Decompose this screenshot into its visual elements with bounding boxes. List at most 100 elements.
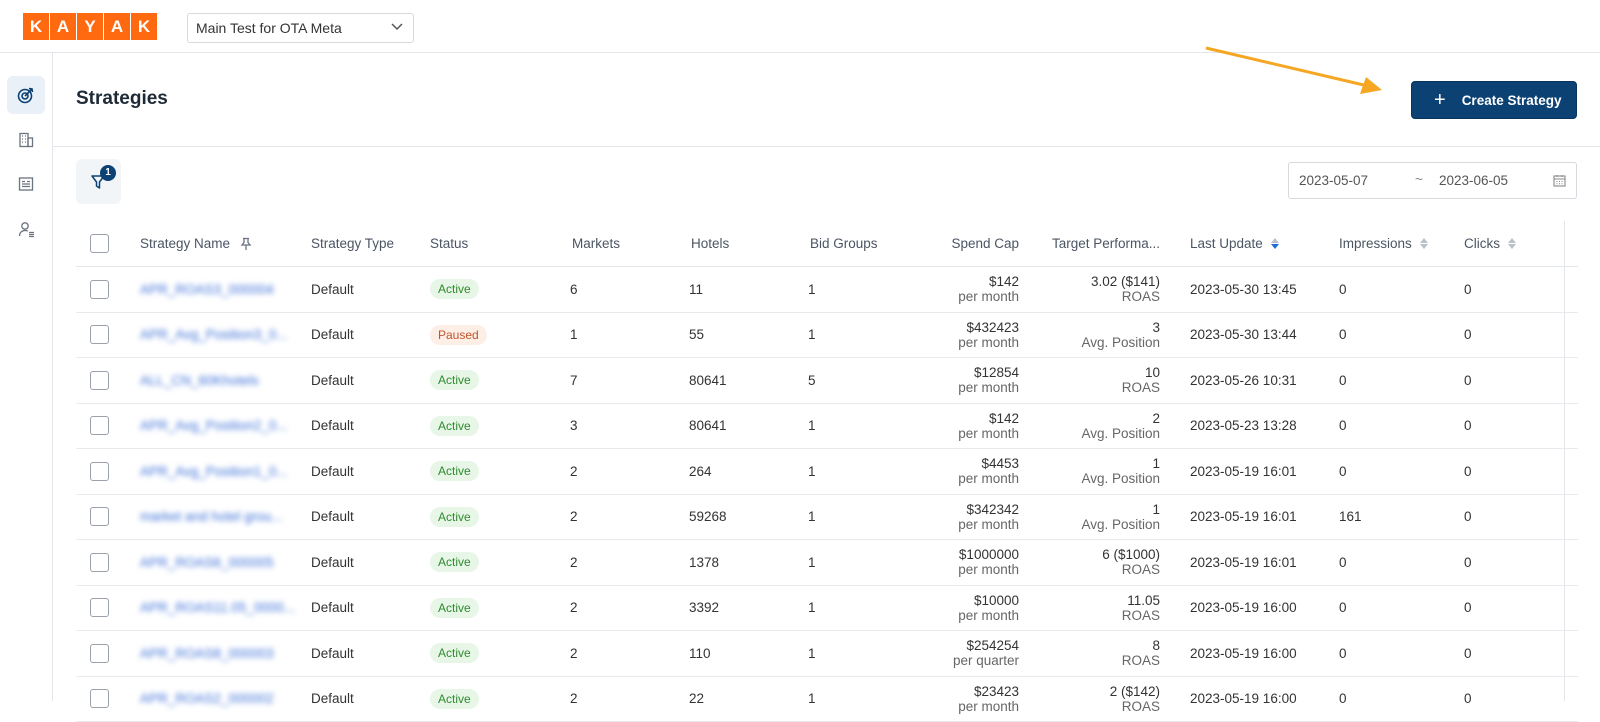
sort-desc-icon[interactable] <box>1271 238 1279 249</box>
target-metric: ROAS <box>1122 562 1160 577</box>
markets-cell: 2 <box>570 586 578 631</box>
target-metric: ROAS <box>1122 380 1160 395</box>
header-target-performance[interactable]: Target Performa... <box>1032 221 1160 266</box>
pin-icon[interactable] <box>239 237 253 251</box>
target-value: 10 <box>1145 365 1160 380</box>
target-performance-cell: 3.02 ($141)ROAS <box>1036 267 1160 312</box>
spend-cap-value: $10000 <box>974 593 1019 608</box>
header-label: Strategy Name <box>140 236 230 251</box>
clicks-cell: 0 <box>1464 586 1472 631</box>
strategy-name-link[interactable]: APR_ROAS2_000002 <box>140 691 274 706</box>
strategy-name-link[interactable]: APR_Avg_Position3_0... <box>140 327 288 342</box>
header-last-update[interactable]: Last Update <box>1190 221 1279 266</box>
date-start[interactable]: 2023-05-07 <box>1299 173 1368 188</box>
hotels-cell: 264 <box>689 449 712 494</box>
target-value: 1 <box>1152 502 1160 517</box>
date-range-picker[interactable]: 2023-05-07 ~ 2023-06-05 <box>1288 162 1577 199</box>
target-metric: ROAS <box>1122 699 1160 714</box>
strategy-type-cell: Default <box>311 313 354 358</box>
account-select[interactable]: Main Test for OTA Meta <box>187 13 414 43</box>
header-label: Clicks <box>1464 236 1500 251</box>
row-checkbox[interactable] <box>90 325 109 344</box>
create-strategy-label: Create Strategy <box>1462 93 1562 108</box>
impressions-cell: 0 <box>1339 267 1347 312</box>
row-checkbox[interactable] <box>90 689 109 708</box>
row-checkbox[interactable] <box>90 598 109 617</box>
nav-hotels[interactable] <box>7 121 45 159</box>
filter-button[interactable]: 1 <box>76 159 121 204</box>
strategy-name-link[interactable]: APR_ROAS8_000003 <box>140 646 274 661</box>
strategy-name-link[interactable]: ALL_CN_60Khotels <box>140 373 259 388</box>
nav-reports[interactable] <box>7 165 45 203</box>
target-metric: Avg. Position <box>1081 517 1160 532</box>
markets-cell: 2 <box>570 540 578 585</box>
strategy-name-link[interactable]: APR_Avg_Position2_0... <box>140 418 288 433</box>
strategy-name-link[interactable]: market and hotel grou... <box>140 509 283 524</box>
header-clicks[interactable]: Clicks <box>1464 221 1516 266</box>
clicks-cell: 0 <box>1464 404 1472 449</box>
strategy-name-link[interactable]: APR_ROAS6_000005 <box>140 555 274 570</box>
spend-cap-period: per quarter <box>953 653 1019 668</box>
spend-cap-period: per month <box>958 608 1019 623</box>
impressions-cell: 161 <box>1339 495 1362 540</box>
row-checkbox[interactable] <box>90 462 109 481</box>
header-spend-cap[interactable]: Spend Cap <box>926 221 1019 266</box>
sort-icon[interactable] <box>1508 238 1516 249</box>
strategy-name-cell: APR_Avg_Position2_0... <box>140 404 288 449</box>
clicks-cell: 0 <box>1464 495 1472 540</box>
nav-strategies[interactable] <box>7 76 45 114</box>
strategy-name-link[interactable]: APR_ROAS3_000004 <box>140 282 274 297</box>
row-checkbox[interactable] <box>90 553 109 572</box>
status-cell: Active <box>430 358 479 403</box>
row-select-cell <box>90 495 109 540</box>
create-strategy-button[interactable]: + Create Strategy <box>1411 81 1577 119</box>
status-badge: Active <box>430 507 479 527</box>
strategy-name-link[interactable]: APR_ROAS11.05_0000... <box>140 600 295 615</box>
header-impressions[interactable]: Impressions <box>1339 221 1428 266</box>
row-checkbox[interactable] <box>90 280 109 299</box>
bid-groups-cell: 1 <box>808 449 816 494</box>
nav-users[interactable] <box>7 210 45 248</box>
kayak-logo[interactable]: K A Y A K <box>23 13 157 40</box>
header-markets[interactable]: Markets <box>572 221 620 266</box>
row-checkbox[interactable] <box>90 507 109 526</box>
building-icon <box>18 132 34 148</box>
target-performance-cell: 6 ($1000)ROAS <box>1036 540 1160 585</box>
row-select-cell <box>90 540 109 585</box>
header-strategy-type[interactable]: Strategy Type <box>311 221 394 266</box>
row-checkbox[interactable] <box>90 371 109 390</box>
sort-icon[interactable] <box>1420 238 1428 249</box>
header-hotels[interactable]: Hotels <box>691 221 729 266</box>
logo-letter: K <box>23 13 49 40</box>
impressions-cell: 0 <box>1339 404 1347 449</box>
strategy-name-link[interactable]: APR_Avg_Position1_0... <box>140 464 288 479</box>
date-separator: ~ <box>1415 172 1423 187</box>
select-all-checkbox[interactable] <box>90 234 109 253</box>
header-strategy-name[interactable]: Strategy Name <box>140 221 253 266</box>
target-value: 3 <box>1152 320 1160 335</box>
header-bid-groups[interactable]: Bid Groups <box>810 221 878 266</box>
spend-cap-period: per month <box>958 562 1019 577</box>
last-update-cell: 2023-05-23 13:28 <box>1190 404 1297 449</box>
row-checkbox[interactable] <box>90 416 109 435</box>
spend-cap-period: per month <box>958 335 1019 350</box>
date-end[interactable]: 2023-06-05 <box>1439 173 1508 188</box>
header-status[interactable]: Status <box>430 221 468 266</box>
row-checkbox[interactable] <box>90 644 109 663</box>
hotels-cell: 3392 <box>689 586 719 631</box>
spend-cap-period: per month <box>958 289 1019 304</box>
